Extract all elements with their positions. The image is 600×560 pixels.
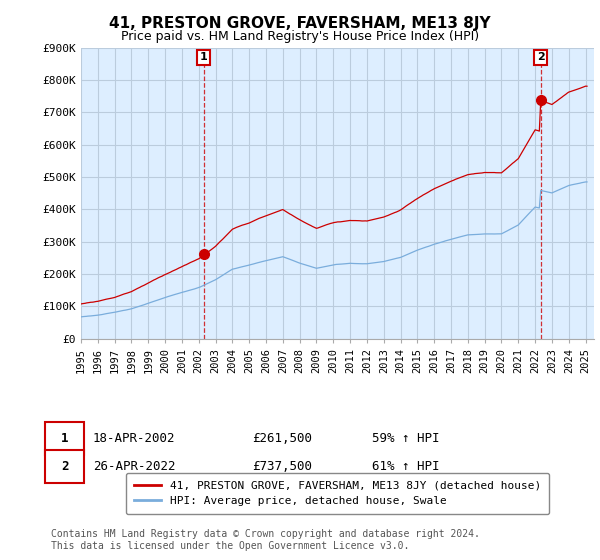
Text: £261,500: £261,500 (252, 432, 312, 445)
Text: 61% ↑ HPI: 61% ↑ HPI (372, 460, 439, 473)
Text: Contains HM Land Registry data © Crown copyright and database right 2024.
This d: Contains HM Land Registry data © Crown c… (51, 529, 480, 551)
Text: 2: 2 (61, 460, 68, 473)
Text: 1: 1 (61, 432, 68, 445)
Text: 41, PRESTON GROVE, FAVERSHAM, ME13 8JY: 41, PRESTON GROVE, FAVERSHAM, ME13 8JY (109, 16, 491, 31)
Legend: 41, PRESTON GROVE, FAVERSHAM, ME13 8JY (detached house), HPI: Average price, det: 41, PRESTON GROVE, FAVERSHAM, ME13 8JY (… (126, 473, 549, 514)
Text: 18-APR-2002: 18-APR-2002 (93, 432, 176, 445)
Text: 2: 2 (536, 52, 544, 62)
Text: 1: 1 (200, 52, 208, 62)
Text: 26-APR-2022: 26-APR-2022 (93, 460, 176, 473)
Text: £737,500: £737,500 (252, 460, 312, 473)
Text: 59% ↑ HPI: 59% ↑ HPI (372, 432, 439, 445)
Text: Price paid vs. HM Land Registry's House Price Index (HPI): Price paid vs. HM Land Registry's House … (121, 30, 479, 43)
